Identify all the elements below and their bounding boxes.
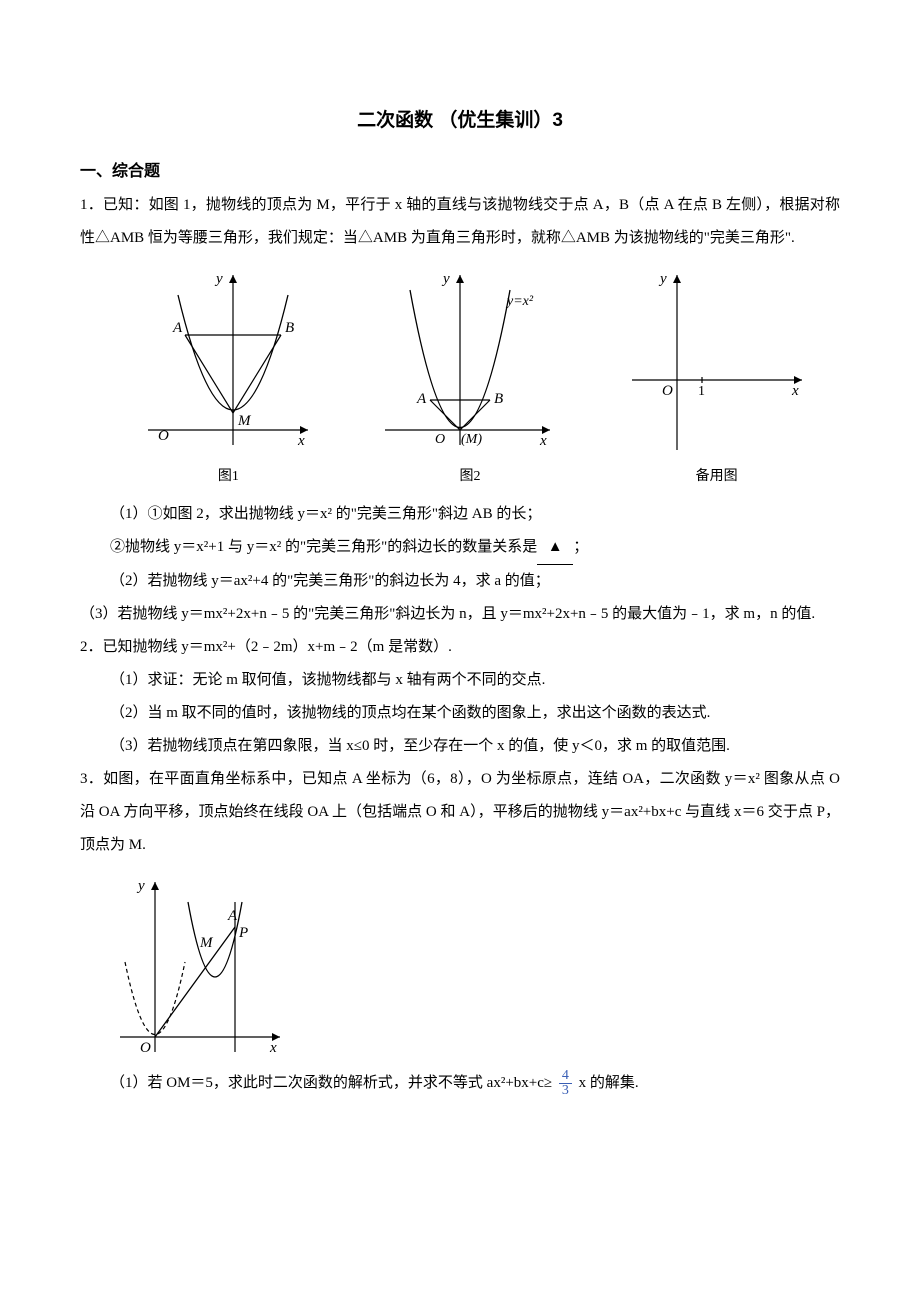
svg-text:x: x — [539, 433, 547, 449]
q3-figure: O A M P x y — [110, 872, 840, 1062]
q2-part3: （3）若抛物线顶点在第四象限，当 x≤0 时，至少存在一个 x 的值，使 y＜0… — [80, 730, 840, 763]
svg-text:A: A — [416, 391, 427, 407]
q1-part3: （2）若抛物线 y＝ax²+4 的"完美三角形"的斜边长为 4，求 a 的值； — [80, 565, 840, 598]
q1-part1: （1）①如图 2，求出抛物线 y＝x² 的"完美三角形"斜边 AB 的长； — [80, 498, 840, 531]
q2-part1: （1）求证：无论 m 取何值，该抛物线都与 x 轴有两个不同的交点. — [80, 664, 840, 697]
q3-part1: （1）若 OM＝5，求此时二次函数的解析式，并求不等式 ax²+bx+c≥ 43… — [80, 1067, 840, 1100]
figure-1: O A B M x y 图1 — [138, 265, 318, 493]
svg-text:P: P — [238, 925, 248, 941]
fraction-4-3: 43 — [559, 1069, 572, 1098]
q2-part2: （2）当 m 取不同的值时，该抛物线的顶点均在某个函数的图象上，求出这个函数的表… — [80, 697, 840, 730]
q1-part4: （3）若抛物线 y＝mx²+2x+n﹣5 的"完美三角形"斜边长为 n，且 y＝… — [80, 598, 840, 631]
fraction-denominator: 3 — [559, 1084, 572, 1098]
svg-text:y: y — [136, 878, 145, 894]
q1-p2-pre: ②抛物线 y＝x²+1 与 y＝x² 的"完美三角形"的斜边长的数量关系是 — [110, 539, 537, 555]
svg-text:y: y — [214, 271, 223, 287]
page-title: 二次函数 （优生集训）3 — [80, 100, 840, 142]
q3-stem: 3．如图，在平面直角坐标系中，已知点 A 坐标为（6，8），O 为坐标原点，连结… — [80, 763, 840, 862]
figure-3: O 1 x y 备用图 — [622, 265, 812, 493]
svg-text:A: A — [227, 908, 238, 924]
q1-part2: ②抛物线 y＝x²+1 与 y＝x² 的"完美三角形"的斜边长的数量关系是▲； — [80, 531, 840, 565]
q1-p2-post: ； — [573, 539, 588, 555]
svg-text:O: O — [158, 428, 169, 444]
figure-3-caption: 备用图 — [622, 462, 812, 493]
figure-2: O (M) A B x y y=x² 图2 — [375, 265, 565, 493]
figure-2-label: y=x² — [505, 294, 534, 309]
svg-text:x: x — [269, 1040, 277, 1056]
svg-text:1: 1 — [698, 384, 705, 399]
svg-text:x: x — [297, 433, 305, 449]
q3-p1-post: x 的解集. — [575, 1075, 639, 1091]
svg-text:A: A — [172, 320, 183, 336]
svg-text:x: x — [791, 383, 799, 399]
svg-text:B: B — [285, 320, 294, 336]
q2-stem: 2．已知抛物线 y＝mx²+（2﹣2m）x+m﹣2（m 是常数）. — [80, 631, 840, 664]
svg-text:M: M — [237, 413, 252, 429]
svg-text:O: O — [435, 432, 445, 447]
section-header: 一、综合题 — [80, 154, 840, 189]
q1-figures: O A B M x y 图1 O (M) A B x y y=x² — [110, 265, 840, 493]
q3-p1-pre: （1）若 OM＝5，求此时二次函数的解析式，并求不等式 ax²+bx+c≥ — [110, 1075, 556, 1091]
svg-text:M: M — [199, 935, 214, 951]
svg-text:y: y — [658, 271, 667, 287]
fraction-numerator: 4 — [559, 1069, 572, 1084]
svg-text:B: B — [494, 391, 503, 407]
svg-text:O: O — [662, 383, 673, 399]
svg-text:y: y — [441, 271, 450, 287]
figure-2-caption: 图2 — [375, 462, 565, 493]
svg-text:(M): (M) — [461, 432, 482, 447]
q1-stem: 1．已知：如图 1，抛物线的顶点为 M，平行于 x 轴的直线与该抛物线交于点 A… — [80, 189, 840, 255]
figure-1-caption: 图1 — [138, 462, 318, 493]
q1-blank: ▲ — [537, 531, 573, 565]
svg-text:O: O — [140, 1040, 151, 1056]
